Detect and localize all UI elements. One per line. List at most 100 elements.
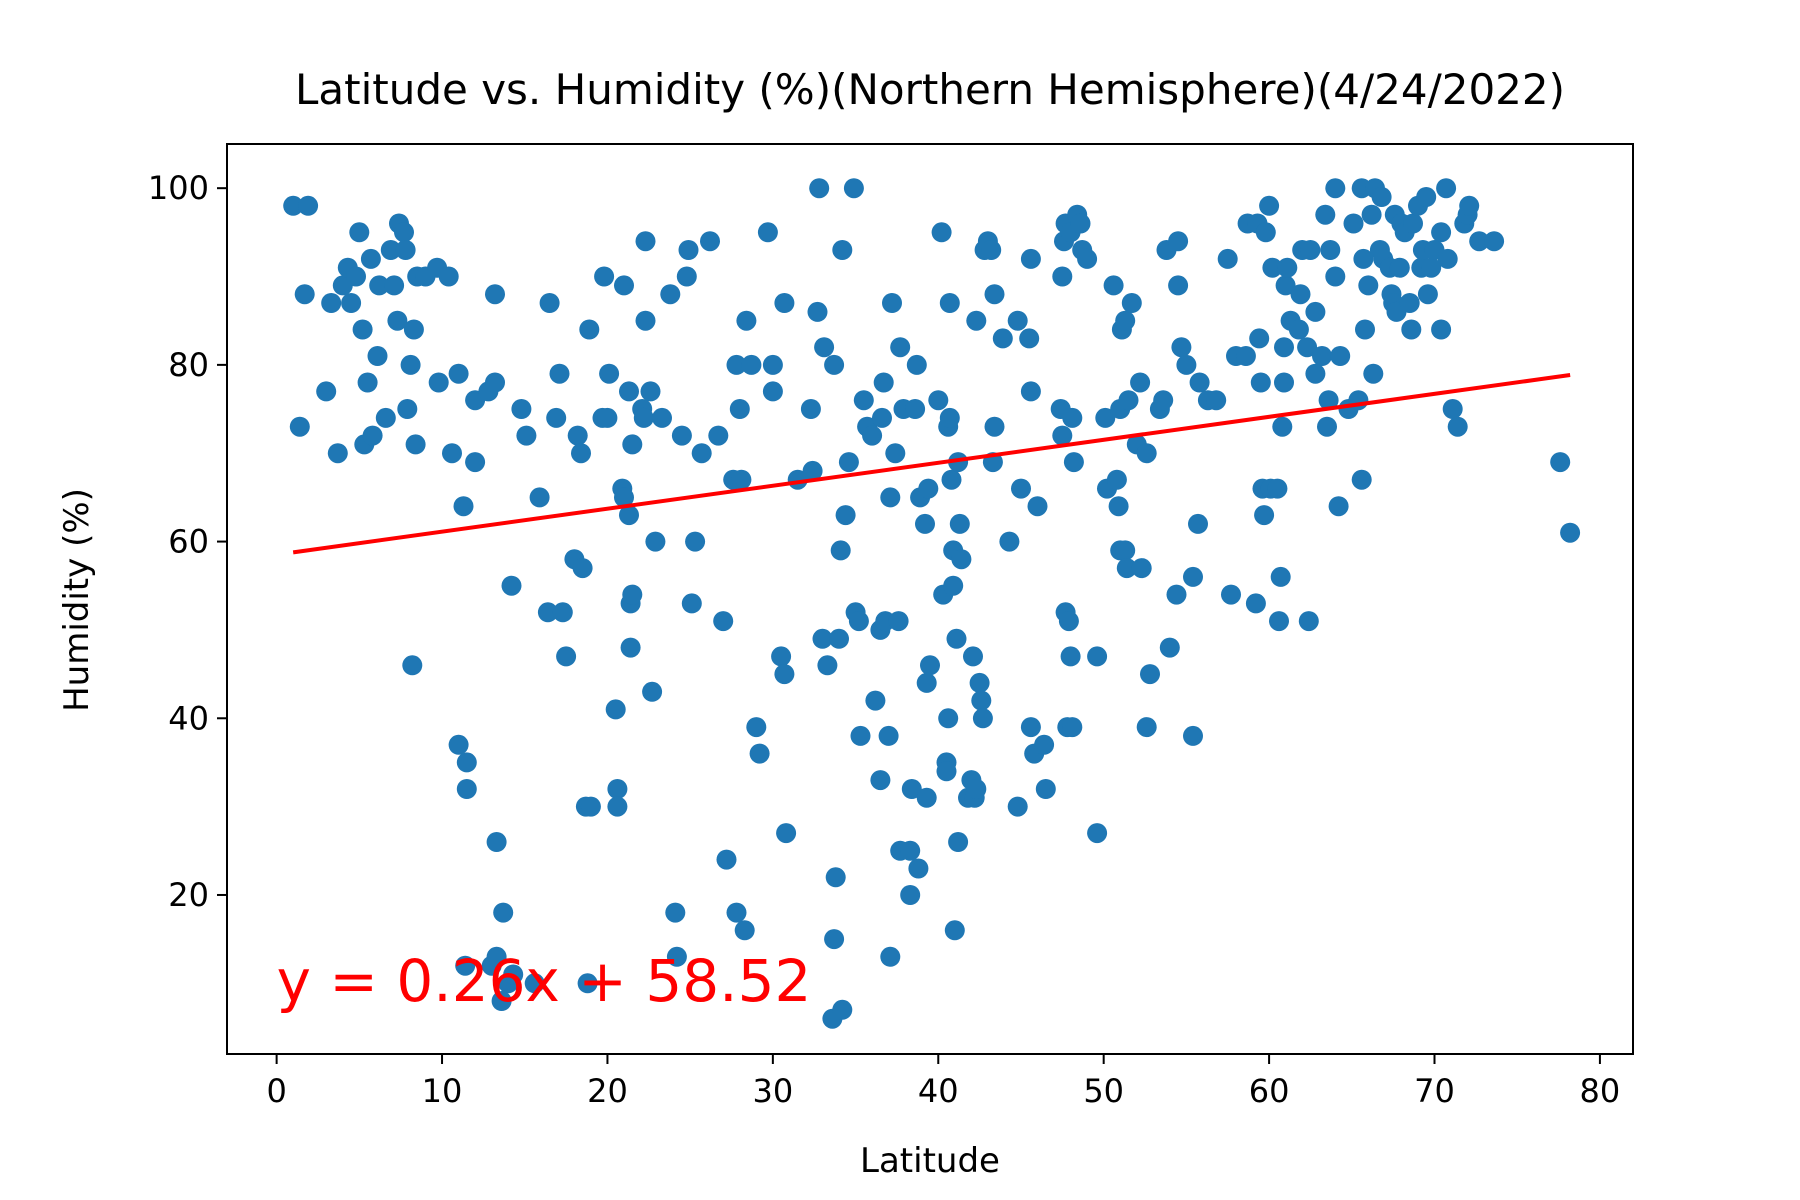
data-point [882, 293, 902, 313]
data-point [888, 611, 909, 632]
data-point [635, 231, 656, 252]
data-point [774, 293, 795, 313]
data-point [321, 293, 342, 313]
data-point [397, 399, 418, 419]
data-point [341, 293, 362, 313]
data-point [1052, 425, 1073, 446]
data-point [516, 425, 537, 446]
data-point [1020, 248, 1041, 269]
data-point [1115, 540, 1136, 561]
data-point [678, 240, 699, 260]
data-point [726, 354, 747, 375]
x-tick-label: 50 [1083, 1072, 1124, 1110]
data-point [567, 425, 588, 446]
data-point [944, 920, 965, 941]
data-point [749, 743, 770, 764]
data-point [1019, 328, 1040, 349]
data-point [943, 575, 964, 596]
data-point [729, 399, 750, 419]
data-point [802, 460, 823, 481]
data-point [1267, 478, 1288, 499]
data-point [1171, 337, 1192, 358]
data-point [800, 399, 821, 419]
data-point [455, 955, 476, 976]
data-point [367, 346, 388, 366]
data-point [746, 717, 767, 738]
regression-line-layer [292, 373, 1571, 555]
data-point [774, 664, 795, 685]
data-point [809, 178, 830, 199]
data-point [1116, 558, 1137, 579]
data-point [394, 222, 414, 243]
data-point [1159, 637, 1180, 658]
data-point [283, 195, 304, 216]
data-point [865, 690, 886, 711]
data-point [1130, 372, 1151, 393]
data-point [1121, 293, 1142, 313]
data-point [1270, 566, 1291, 587]
data-point [402, 655, 423, 676]
data-point [1318, 390, 1339, 411]
data-point [972, 708, 993, 729]
data-point [294, 284, 315, 305]
data-point [380, 240, 401, 260]
chart-title: Latitude vs. Humidity (%)(Northern Hemis… [295, 65, 1565, 114]
data-point [620, 637, 641, 658]
data-point [908, 858, 929, 879]
data-point [901, 779, 922, 799]
data-point [387, 310, 408, 331]
data-point [814, 337, 835, 358]
data-point [1034, 734, 1055, 755]
data-point [830, 540, 851, 561]
data-point [941, 469, 962, 490]
data-point [832, 999, 853, 1020]
y-tick-label: 40 [168, 699, 209, 737]
data-point [1288, 319, 1309, 340]
data-point [817, 655, 838, 676]
data-point [969, 672, 990, 693]
data-point [511, 399, 532, 419]
data-point [880, 487, 901, 508]
data-point [660, 284, 681, 305]
data-point [916, 787, 937, 808]
data-point [918, 478, 939, 499]
data-point [349, 222, 370, 243]
data-point [1343, 213, 1364, 234]
data-point [966, 779, 987, 799]
data-point [948, 832, 969, 852]
data-point [357, 372, 378, 393]
data-point [931, 222, 952, 243]
data-point [1255, 222, 1276, 243]
data-point [1250, 372, 1271, 393]
data-point [529, 487, 550, 508]
data-point [448, 363, 469, 384]
data-point [829, 628, 849, 649]
data-point [549, 363, 570, 384]
data-point [405, 434, 426, 455]
data-point [850, 725, 871, 746]
data-point [1007, 796, 1028, 817]
data-point [984, 416, 1005, 437]
x-tick-label: 30 [752, 1072, 793, 1110]
data-point [666, 946, 687, 967]
data-point [428, 372, 449, 393]
data-point [465, 452, 486, 473]
x-axis-label: Latitude [860, 1141, 1000, 1181]
data-point [890, 337, 911, 358]
data-point [614, 487, 634, 508]
data-point [848, 611, 869, 632]
data-point [1399, 293, 1420, 313]
data-point [1189, 372, 1210, 393]
data-point [700, 231, 720, 252]
data-point [936, 761, 957, 782]
data-point [915, 513, 935, 534]
data-point [438, 266, 459, 287]
data-point [1300, 240, 1321, 260]
x-tick-label: 0 [266, 1072, 286, 1110]
data-point [1217, 248, 1238, 269]
data-point [1070, 213, 1091, 234]
x-tick-label: 40 [918, 1072, 959, 1110]
data-point [1254, 505, 1275, 526]
data-point [1262, 257, 1283, 278]
